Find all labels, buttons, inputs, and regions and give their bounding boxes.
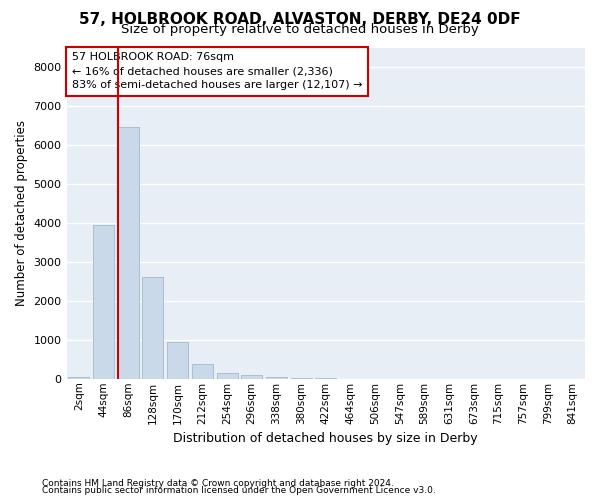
Bar [217, 372, 238, 379]
Y-axis label: Number of detached properties: Number of detached properties [15, 120, 28, 306]
Bar [93, 225, 114, 379]
Bar [241, 376, 262, 379]
Bar [167, 342, 188, 379]
Text: Contains HM Land Registry data © Crown copyright and database right 2024.: Contains HM Land Registry data © Crown c… [42, 478, 394, 488]
Text: 57, HOLBROOK ROAD, ALVASTON, DERBY, DE24 0DF: 57, HOLBROOK ROAD, ALVASTON, DERBY, DE24… [79, 12, 521, 28]
X-axis label: Distribution of detached houses by size in Derby: Distribution of detached houses by size … [173, 432, 478, 445]
Text: Contains public sector information licensed under the Open Government Licence v3: Contains public sector information licen… [42, 486, 436, 495]
Text: Size of property relative to detached houses in Derby: Size of property relative to detached ho… [121, 22, 479, 36]
Bar [266, 377, 287, 379]
Bar [192, 364, 213, 379]
Bar [142, 278, 163, 379]
Bar [68, 377, 89, 379]
Bar [118, 128, 139, 379]
Text: 57 HOLBROOK ROAD: 76sqm
← 16% of detached houses are smaller (2,336)
83% of semi: 57 HOLBROOK ROAD: 76sqm ← 16% of detache… [72, 52, 362, 90]
Bar [290, 378, 311, 379]
